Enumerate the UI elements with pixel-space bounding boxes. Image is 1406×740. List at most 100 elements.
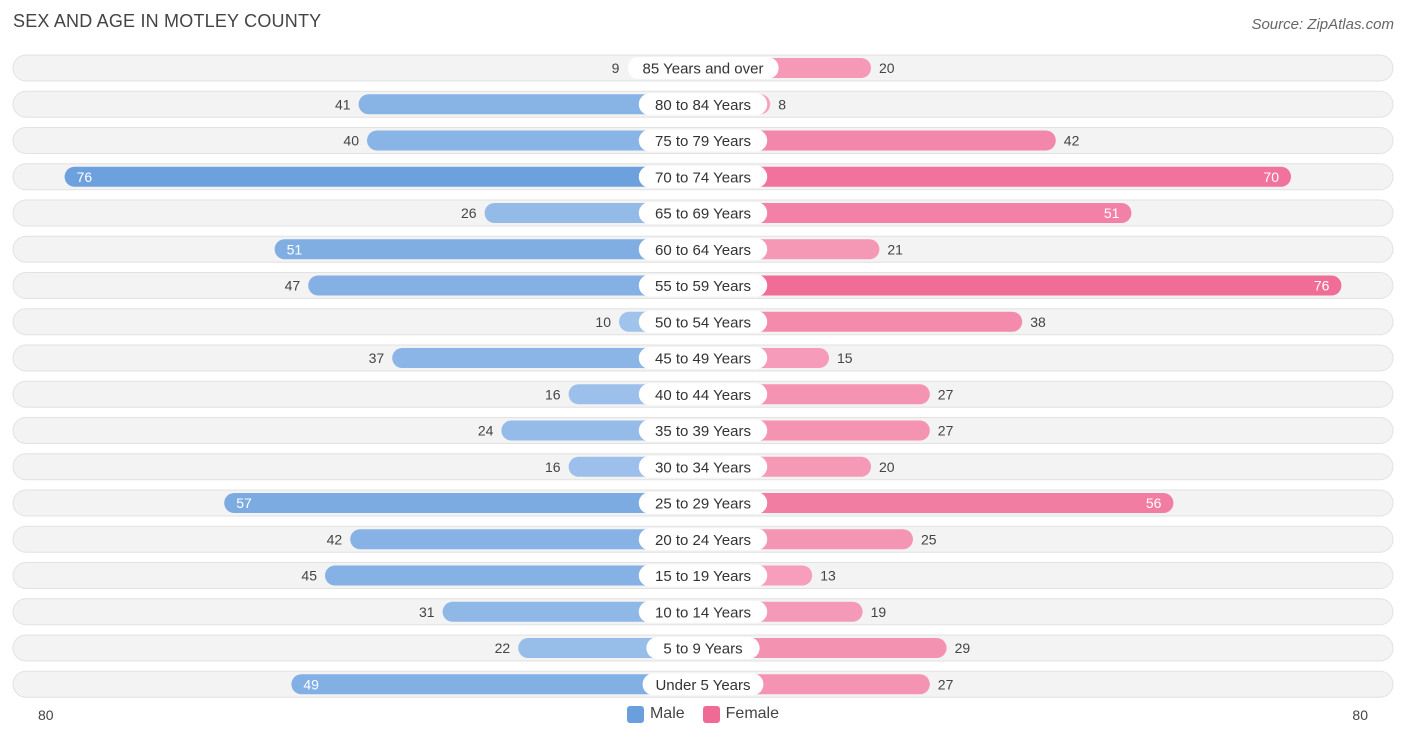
male-bar [367, 130, 703, 151]
female-value-label: 27 [938, 386, 954, 402]
male-swatch [626, 705, 644, 723]
category-label: 40 to 44 Years [655, 387, 751, 404]
category-label-background [646, 637, 760, 659]
male-value-label: 16 [545, 459, 561, 475]
category-label-background [638, 528, 768, 551]
category-label: 70 to 74 Years [655, 169, 751, 186]
category-label-background [638, 93, 768, 116]
male-value-label: 22 [495, 640, 511, 656]
category-label-background [638, 129, 768, 152]
category-label: 15 to 19 Years [655, 568, 751, 585]
female-value-label: 76 [1314, 278, 1330, 294]
category-label: 60 to 64 Years [655, 242, 751, 259]
female-value-label: 27 [938, 676, 954, 692]
male-bar [291, 674, 703, 695]
male-value-label: 24 [478, 423, 494, 439]
male-value-label: 45 [301, 568, 317, 584]
category-label-background [638, 383, 768, 406]
female-bar [703, 130, 1056, 151]
male-value-label: 76 [77, 169, 93, 185]
category-label-background [642, 673, 764, 696]
legend: Male Female [0, 705, 1406, 723]
male-bar [442, 601, 703, 622]
male-bar [308, 275, 703, 296]
category-label-background [638, 600, 768, 623]
male-value-label: 10 [595, 314, 611, 330]
male-bar [224, 493, 703, 513]
population-pyramid-chart: 9 20 85 Years and over 41 8 80 to 84 Years 40 4… [12, 54, 1394, 698]
male-value-label: 41 [335, 96, 351, 112]
male-bar [64, 166, 704, 187]
category-label-background [638, 419, 768, 442]
category-label: 30 to 34 Years [655, 459, 751, 476]
category-label-background [638, 564, 768, 587]
category-label: 75 to 79 Years [655, 133, 751, 150]
category-label: 55 to 59 Years [655, 278, 751, 295]
male-value-label: 26 [461, 205, 477, 221]
male-value-label: 49 [303, 676, 319, 692]
female-value-label: 19 [871, 604, 887, 620]
male-value-label: 31 [419, 604, 435, 620]
female-value-label: 29 [955, 640, 971, 656]
category-label-background [638, 310, 768, 333]
female-bar [703, 311, 1023, 332]
female-bar [703, 203, 1132, 223]
female-swatch [702, 705, 720, 723]
female-bar [703, 275, 1342, 296]
category-label: 35 to 39 Years [655, 423, 751, 440]
category-label: 20 to 24 Years [655, 532, 751, 549]
male-value-label: 16 [545, 386, 561, 402]
legend-female-label: Female [725, 705, 780, 722]
female-bar [703, 638, 947, 658]
female-value-label: 70 [1263, 169, 1279, 185]
male-value-label: 40 [343, 133, 359, 149]
axis-left-label: 80 [38, 707, 54, 723]
male-bar [392, 348, 703, 368]
category-label: 25 to 29 Years [655, 496, 751, 513]
chart-title: SEX AND AGE IN MOTLEY COUNTY [13, 11, 322, 31]
category-label-background [638, 238, 768, 261]
male-value-label: 51 [287, 241, 303, 257]
female-value-label: 25 [921, 531, 937, 547]
category-label: 85 Years and over [643, 61, 764, 78]
female-value-label: 38 [1030, 314, 1046, 330]
female-bar [703, 493, 1174, 513]
category-label: 5 to 9 Years [663, 641, 742, 658]
male-bar [350, 529, 703, 550]
category-label: 45 to 49 Years [655, 351, 751, 368]
female-value-label: 8 [778, 96, 786, 112]
female-value-label: 13 [820, 568, 836, 584]
category-label-background [638, 455, 768, 478]
male-bar [358, 94, 703, 115]
legend-male-label: Male [649, 705, 685, 722]
legend-item-male[interactable]: Male [626, 705, 685, 723]
axis-right-label: 80 [1352, 707, 1368, 723]
female-bar [703, 166, 1291, 187]
female-value-label: 56 [1146, 495, 1162, 511]
category-label: Under 5 Years [655, 677, 750, 694]
female-value-label: 20 [879, 60, 895, 76]
category-label: 65 to 69 Years [655, 206, 751, 223]
female-value-label: 27 [938, 423, 954, 439]
female-value-label: 42 [1064, 133, 1080, 149]
category-label-background [638, 492, 768, 514]
male-value-label: 42 [327, 531, 343, 547]
female-value-label: 21 [887, 241, 903, 257]
source-label: Source: ZipAtlas.com [1251, 16, 1394, 33]
category-label: 10 to 14 Years [655, 604, 751, 621]
category-label-background [638, 274, 768, 297]
category-label-background [627, 57, 779, 79]
female-value-label: 20 [879, 459, 895, 475]
male-bar [325, 565, 703, 586]
female-value-label: 15 [837, 350, 853, 366]
category-label-background [638, 202, 768, 224]
male-value-label: 57 [236, 495, 252, 511]
male-value-label: 47 [285, 278, 301, 294]
legend-item-female[interactable]: Female [702, 705, 780, 723]
category-label-background [638, 347, 768, 369]
category-label-background [638, 165, 768, 188]
category-label: 50 to 54 Years [655, 314, 751, 331]
male-bar [274, 239, 703, 260]
male-value-label: 9 [612, 60, 620, 76]
category-label: 80 to 84 Years [655, 97, 751, 114]
